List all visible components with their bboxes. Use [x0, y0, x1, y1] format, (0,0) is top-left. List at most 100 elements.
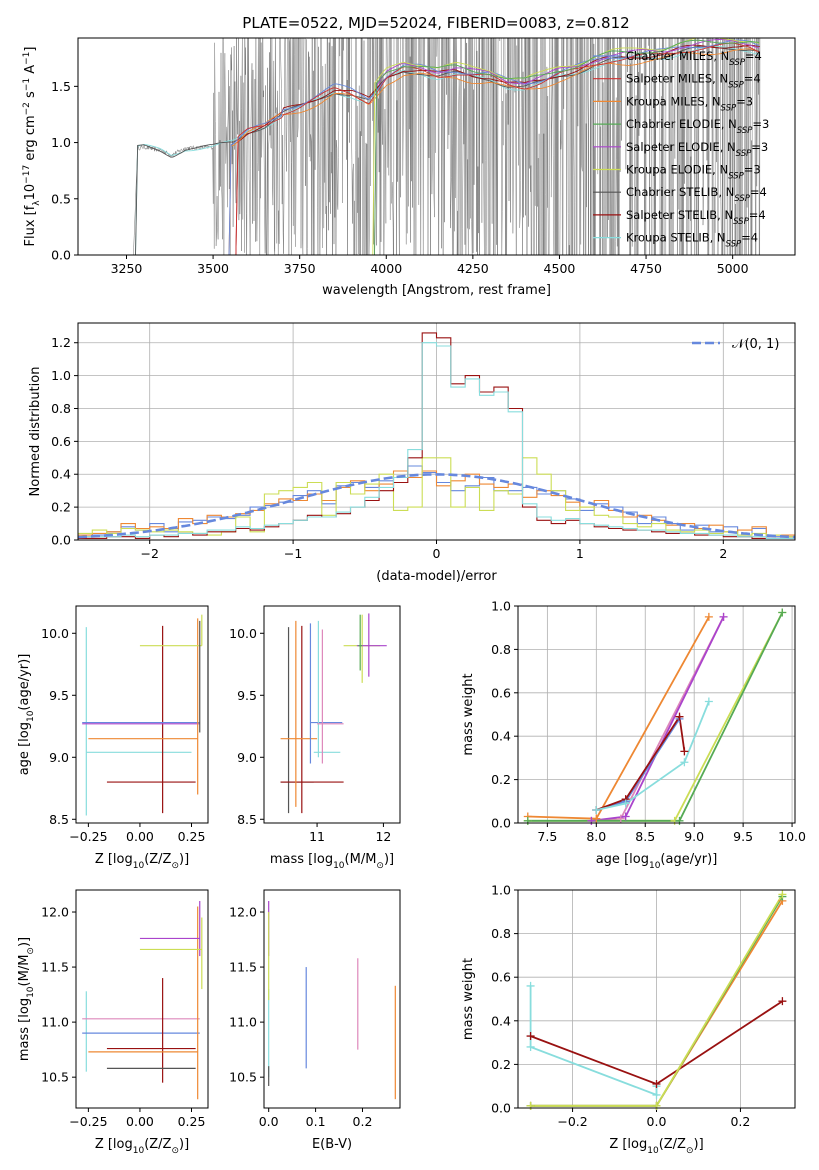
axes-frame [263, 605, 401, 824]
x-tick-label: 0.00 [126, 1114, 154, 1129]
x-axis-label: Z [log10(Z/Z⊙)] [95, 1137, 189, 1156]
data-point-marker [592, 805, 601, 814]
x-tick-label: 10.0 [778, 829, 806, 844]
y-tick-label: 0.8 [51, 401, 71, 416]
y-tick-label: 1.0 [51, 135, 71, 150]
x-tick-label: −0.25 [69, 1114, 107, 1129]
x-tick-label: 2 [719, 546, 727, 561]
x-tick-label: 7.5 [537, 829, 557, 844]
data-point-marker [704, 612, 713, 621]
x-tick-label: 9.0 [684, 829, 704, 844]
y-tick-label: 8.5 [49, 812, 69, 827]
y-tick-label: 12.0 [41, 905, 69, 920]
axes-frame [77, 322, 796, 541]
x-tick-label: 3500 [197, 261, 229, 276]
y-tick-label: 1.5 [51, 79, 71, 94]
data-point-marker [680, 747, 689, 756]
mass-weight-line-kroupa_miles [527, 616, 710, 820]
model-spectrum-chabrier_elodie [372, 39, 760, 255]
x-tick-label: 9.5 [733, 829, 753, 844]
x-tick-label: 0.2 [730, 1114, 750, 1129]
y-axis-label: mass weight [461, 958, 476, 1040]
y-axis-label: Normed distribution [28, 367, 43, 497]
x-tick-label: 1 [576, 546, 584, 561]
data-point-marker [652, 1101, 661, 1110]
x-tick-label: 0.1 [306, 1114, 326, 1129]
y-tick-label: 0.2 [491, 1057, 511, 1072]
data-point-marker [778, 997, 787, 1006]
gaussian-curve [78, 473, 795, 539]
data-point-marker [523, 816, 532, 825]
panel-mass_vs_Z: −0.25 0.00 0.25 10.5 11.0 11.5 12.0 Z [log10(Z/… [17, 889, 209, 1156]
plot-area-residual_hist [78, 323, 795, 540]
axes-frame [75, 889, 209, 1109]
histogram-kroupa_stelib [78, 342, 795, 540]
data-point-marker [652, 1090, 661, 1099]
panel-mass_weight_vs_Z: −0.2 0.0 0.2 0.0 0.2 0.4 0.6 0.8 1.0 Z [log10(Z/Z… [461, 883, 796, 1156]
y-tick-label: 1.0 [491, 883, 511, 898]
y-tick-label: 9.5 [237, 688, 257, 703]
x-tick-label: 0 [433, 546, 441, 561]
y-tick-label: 0.0 [491, 1101, 511, 1116]
legend-entry: Kroupa MILES, NSSP=3 [626, 94, 753, 113]
data-point-marker [526, 1032, 535, 1041]
y-tick-label: 10.5 [229, 1070, 257, 1085]
y-tick-label: 0.2 [491, 772, 511, 787]
model-spectrum-salpeter_miles [233, 42, 760, 255]
x-tick-label: 5000 [717, 261, 749, 276]
plot-area-mass_weight_vs_age [518, 606, 795, 823]
y-tick-label: 0.0 [491, 816, 511, 831]
data-point-marker [526, 1042, 535, 1051]
y-axis-label: mass [log10(M/M⊙)] [17, 937, 36, 1061]
data-point-marker [592, 814, 601, 823]
x-tick-label: −1 [284, 546, 302, 561]
axes-frame [517, 605, 796, 824]
y-tick-label: 0.4 [491, 729, 511, 744]
plot-area-age_vs_Z [82, 614, 203, 816]
y-axis-label: mass weight [461, 673, 476, 755]
x-tick-label: 11 [309, 829, 325, 844]
x-tick-label: 4750 [630, 261, 662, 276]
data-point-marker [704, 697, 713, 706]
y-tick-label: 0.8 [491, 926, 511, 941]
x-tick-label: 4500 [544, 261, 576, 276]
data-point-marker [616, 814, 625, 823]
y-axis-label: age [log10(age/yr)] [17, 654, 36, 776]
y-tick-label: 1.0 [491, 599, 511, 614]
y-tick-label: 0.4 [491, 1013, 511, 1028]
y-tick-label: 11.0 [41, 1015, 69, 1030]
x-tick-label: 12 [375, 829, 391, 844]
y-tick-label: 11.5 [229, 960, 257, 975]
axes-frame [263, 889, 401, 1109]
data-point-marker [526, 981, 535, 990]
mass-weight-line-kroupa_stelib [596, 701, 710, 811]
y-tick-label: 11.0 [229, 1015, 257, 1030]
legend-entry: Kroupa STELIB, NSSP=4 [626, 231, 758, 250]
data-point-marker [680, 758, 689, 767]
data-point-marker [778, 608, 787, 617]
plot-area-spectrum [98, 38, 761, 255]
y-tick-label: 9.5 [49, 688, 69, 703]
y-tick-label: 0.0 [51, 248, 71, 263]
legend-entry: Chabrier MILES, NSSP=4 [626, 49, 762, 68]
histogram-kroupa_elodie [78, 457, 795, 540]
x-tick-label: −0.2 [557, 1114, 587, 1129]
panel-residual_hist: −2 −1 0 1 2 0.0 0.2 0.4 0.6 0.8 1.0 1.2 (data-model)… [28, 322, 796, 584]
x-tick-label: 3750 [284, 261, 316, 276]
plot-area-mass_vs_Z [82, 901, 203, 1100]
panel-age_vs_Z: −0.25 0.00 0.25 8.5 9.0 9.5 10.0 Z [log10(Z/Z⊙)… [17, 605, 209, 871]
legend-entry: Salpeter STELIB, NSSP=4 [626, 208, 766, 227]
data-point-marker [621, 812, 630, 821]
y-tick-label: 0.6 [491, 970, 511, 985]
y-tick-label: 1.2 [51, 335, 71, 350]
axes-frame [517, 889, 796, 1109]
y-tick-label: 0.2 [51, 500, 71, 515]
legend-entry: Salpeter ELODIE, NSSP=3 [626, 140, 768, 159]
y-tick-label: 0.6 [51, 434, 71, 449]
gridlines [78, 323, 795, 540]
mass-weight-line-kroupa_elodie [527, 612, 784, 822]
y-axis-label: Flux [fλ10−17 erg cm−2 s−1 A−1] [22, 47, 42, 247]
plot-area-age_vs_mass [280, 613, 387, 814]
data-point-marker [621, 799, 630, 808]
